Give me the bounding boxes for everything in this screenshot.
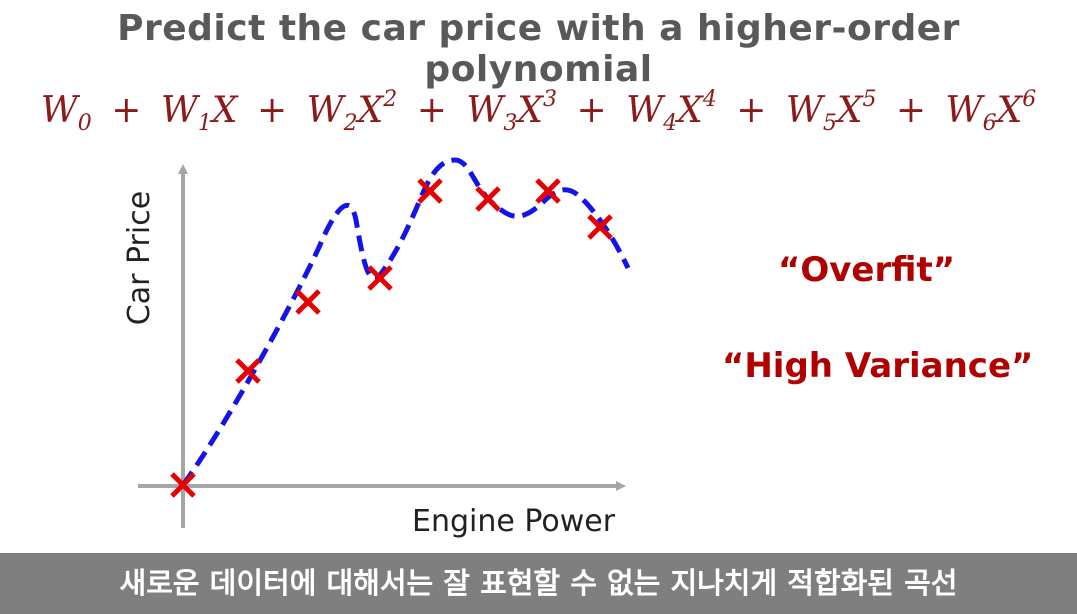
term-0: W0 <box>40 90 92 136</box>
data-point-marker <box>170 472 196 498</box>
plus-operator: + <box>416 90 447 131</box>
data-point-marker <box>587 214 613 240</box>
data-point-marker <box>295 289 321 315</box>
term-3: W3X3 <box>466 87 557 136</box>
term-1: W1X <box>160 90 238 136</box>
slide-title: Predict the car price with a higher-orde… <box>117 8 960 90</box>
term-4: W4X4 <box>626 87 717 136</box>
overfit-note: “Overfit” <box>778 250 956 290</box>
polynomial-formula: W0 + W1X + W2X2 + W3X3 + W4X4 + W5X5 + W… <box>0 87 1077 136</box>
plus-operator: + <box>256 90 288 131</box>
plus-operator: + <box>111 90 142 131</box>
term-6: W6X6 <box>945 87 1037 136</box>
plus-operator: + <box>895 90 927 131</box>
data-point-marker <box>475 186 501 212</box>
high-variance-note: “High Variance” <box>722 346 1034 386</box>
x-axis-label: Engine Power <box>412 504 616 539</box>
caption-bar: 새로운 데이터에 대해서는 잘 표현할 수 없는 지나치게 적합화된 곡선 <box>0 553 1077 614</box>
data-points <box>170 178 613 498</box>
overfit-curve <box>180 157 631 487</box>
data-point-marker <box>367 265 393 291</box>
term-2: W2X2 <box>306 87 398 136</box>
term-5: W5X5 <box>785 87 877 136</box>
plus-operator: + <box>736 90 767 131</box>
data-point-marker <box>535 178 561 204</box>
plus-operator: + <box>576 90 607 131</box>
y-axis-label: Car Price <box>122 190 157 326</box>
data-point-marker <box>417 178 443 204</box>
data-point-marker <box>235 358 261 384</box>
